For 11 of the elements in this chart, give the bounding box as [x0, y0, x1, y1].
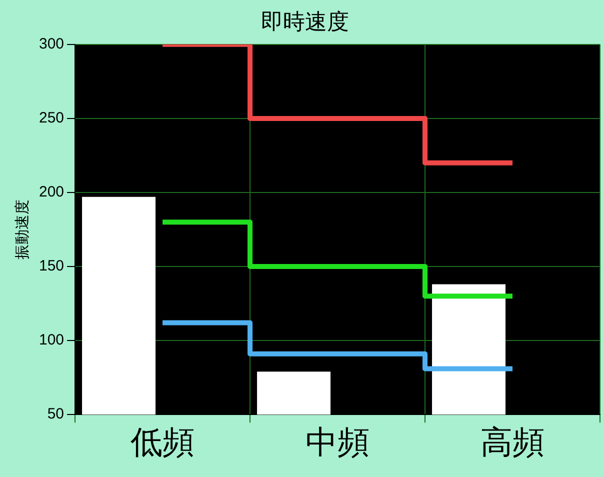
y-tick-label: 200 — [38, 184, 64, 201]
y-tick-label: 300 — [38, 36, 64, 53]
y-tick-label: 150 — [38, 258, 64, 275]
x-tick-label: 低頻 — [130, 423, 195, 462]
y-tick-label: 250 — [38, 110, 64, 127]
chart-title: 即時速度 — [261, 10, 349, 35]
y-tick-label: 100 — [38, 332, 64, 349]
y-axis-title: 振動速度 — [12, 200, 31, 260]
y-tick-label: 50 — [47, 406, 64, 423]
x-tick-label: 高頻 — [480, 423, 545, 462]
x-tick-label: 中頻 — [306, 423, 370, 462]
